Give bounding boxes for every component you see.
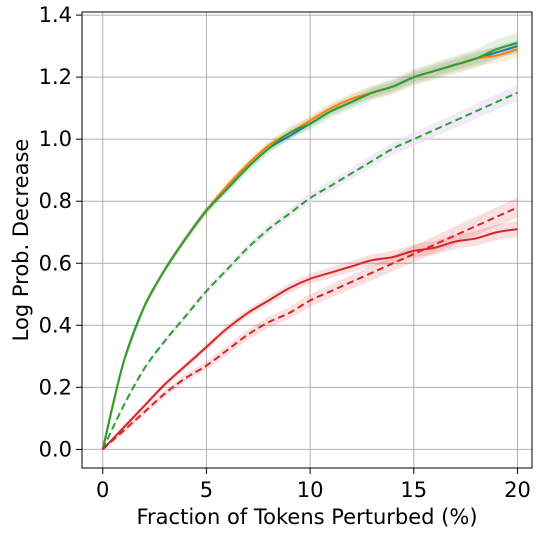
y-tick-label: 1.0 [39, 127, 72, 151]
grid [82, 12, 532, 468]
series-band-4 [102, 221, 518, 450]
y-tick-label: 1.4 [39, 3, 72, 27]
x-axis-label: Fraction of Tokens Perturbed (%) [136, 505, 477, 529]
x-tick-label: 5 [200, 478, 213, 502]
y-axis-label: Log Prob. Decrease [9, 139, 33, 342]
y-tick-label: 0.4 [39, 313, 72, 337]
series-lines [101, 42, 518, 451]
y-tick-label: 0.0 [39, 437, 72, 461]
series-band-5 [102, 197, 518, 450]
y-tick-label: 0.8 [39, 189, 72, 213]
plot-frame [81, 11, 533, 469]
series-band-2 [102, 32, 518, 450]
x-tick-label: 10 [297, 478, 324, 502]
series-line-4 [102, 228, 518, 451]
series-band-0 [102, 40, 518, 450]
series-line-5 [102, 206, 518, 451]
x-tick-label: 0 [96, 478, 109, 502]
y-tick-label: 0.6 [39, 251, 72, 275]
y-tick-label: 0.2 [39, 375, 72, 399]
x-tick-label: 15 [400, 478, 427, 502]
y-tick-label: 1.2 [39, 65, 72, 89]
x-tick-label: 20 [504, 478, 531, 502]
series-line-3 [101, 91, 518, 450]
ticks: 0 5 10 15 20 0.0 0.2 0.4 0.6 0.8 1.0 1.2 1.4 [39, 3, 531, 502]
series-line-2 [101, 42, 518, 450]
